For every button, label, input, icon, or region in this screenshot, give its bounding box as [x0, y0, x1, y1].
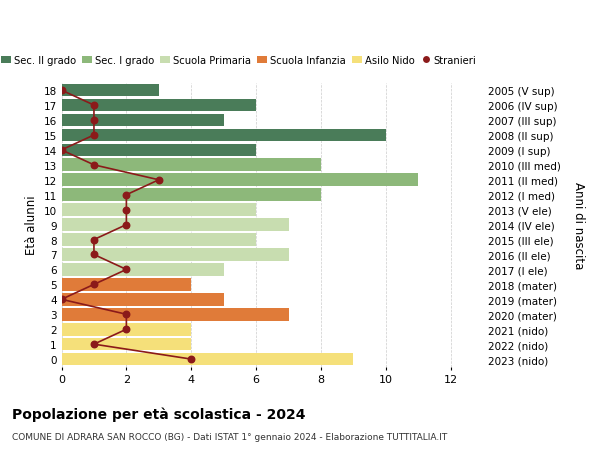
Bar	[62, 129, 386, 142]
Point	[89, 341, 99, 348]
Point	[122, 191, 131, 199]
Bar	[62, 144, 256, 157]
Legend: Sec. II grado, Sec. I grado, Scuola Primaria, Scuola Infanzia, Asilo Nido, Stran: Sec. II grado, Sec. I grado, Scuola Prim…	[0, 51, 481, 70]
Point	[122, 326, 131, 333]
Bar	[62, 100, 256, 112]
Point	[122, 221, 131, 229]
Point	[89, 251, 99, 258]
Bar	[62, 219, 289, 231]
Point	[122, 311, 131, 318]
Point	[89, 117, 99, 124]
Text: Popolazione per età scolastica - 2024: Popolazione per età scolastica - 2024	[12, 406, 305, 421]
Point	[89, 281, 99, 288]
Point	[89, 162, 99, 169]
Y-axis label: Anni di nascita: Anni di nascita	[572, 181, 585, 269]
Point	[89, 132, 99, 140]
Point	[154, 177, 164, 184]
Bar	[62, 279, 191, 291]
Bar	[62, 174, 418, 187]
Point	[57, 296, 67, 303]
Bar	[62, 84, 159, 97]
Bar	[62, 114, 224, 127]
Bar	[62, 234, 256, 246]
Y-axis label: Età alunni: Età alunni	[25, 196, 38, 255]
Bar	[62, 353, 353, 366]
Point	[89, 236, 99, 244]
Point	[187, 356, 196, 363]
Point	[89, 102, 99, 110]
Bar	[62, 263, 224, 276]
Bar	[62, 189, 321, 202]
Point	[57, 87, 67, 95]
Bar	[62, 338, 191, 351]
Bar	[62, 293, 224, 306]
Bar	[62, 159, 321, 172]
Point	[122, 207, 131, 214]
Point	[57, 147, 67, 154]
Bar	[62, 249, 289, 261]
Text: COMUNE DI ADRARA SAN ROCCO (BG) - Dati ISTAT 1° gennaio 2024 - Elaborazione TUTT: COMUNE DI ADRARA SAN ROCCO (BG) - Dati I…	[12, 432, 447, 442]
Bar	[62, 308, 289, 321]
Point	[122, 266, 131, 274]
Bar	[62, 204, 256, 217]
Bar	[62, 323, 191, 336]
